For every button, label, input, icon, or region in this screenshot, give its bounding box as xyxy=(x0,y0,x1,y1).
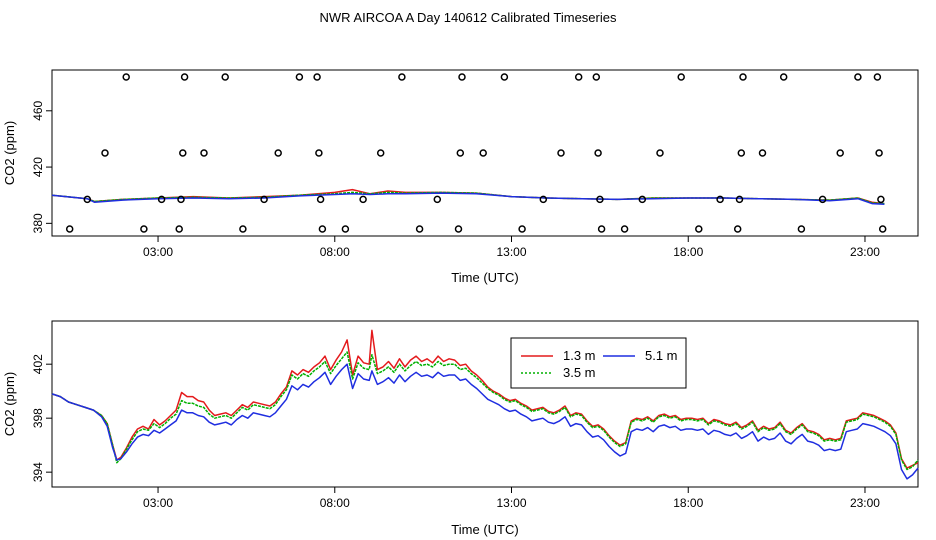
data-point xyxy=(458,73,466,81)
data-point xyxy=(157,195,166,204)
data-point xyxy=(592,73,601,81)
x-tick-label: 23:00 xyxy=(850,496,880,510)
data-point xyxy=(557,149,565,157)
data-point xyxy=(677,73,685,81)
data-point xyxy=(875,149,883,157)
legend-box xyxy=(510,337,687,389)
bottom-plot-frame xyxy=(51,320,919,488)
data-point xyxy=(539,195,548,204)
data-point xyxy=(873,73,882,81)
y-tick-label: 420 xyxy=(31,157,45,177)
data-point xyxy=(878,225,887,233)
data-point xyxy=(260,195,268,204)
y-tick-label: 380 xyxy=(31,213,45,233)
data-point xyxy=(737,149,746,157)
data-point xyxy=(179,149,187,157)
series-line-5-1-m xyxy=(51,192,885,206)
data-point xyxy=(316,195,325,204)
data-point xyxy=(877,195,885,204)
data-point xyxy=(101,149,109,157)
data-point xyxy=(177,195,185,204)
data-point xyxy=(479,149,487,157)
data-point xyxy=(733,225,742,233)
y-tick-label: 460 xyxy=(31,100,45,120)
data-point xyxy=(500,73,509,81)
data-point xyxy=(274,149,282,157)
x-tick-label: 03:00 xyxy=(143,496,173,510)
x-tick-label: 08:00 xyxy=(320,496,350,510)
data-point xyxy=(836,149,844,157)
data-point xyxy=(454,225,463,233)
x-tick-label: 08:00 xyxy=(320,245,350,259)
data-point xyxy=(594,149,602,157)
legend-label-5-1m: 5.1 m xyxy=(645,348,678,363)
data-point xyxy=(574,73,583,81)
series-line-5-1-m xyxy=(51,363,919,480)
data-point xyxy=(716,195,724,204)
data-point xyxy=(65,225,74,233)
data-point xyxy=(122,73,130,81)
data-point xyxy=(295,73,304,81)
data-point xyxy=(854,73,862,81)
x-tick-label: 13:00 xyxy=(496,496,526,510)
x-tick-label: 03:00 xyxy=(143,245,173,259)
data-point xyxy=(398,73,406,81)
data-point xyxy=(638,195,647,204)
x-tick-label: 23:00 xyxy=(850,245,880,259)
legend-label-1-3m: 1.3 m xyxy=(563,348,596,363)
bottom-panel: 03:00 08:00 13:00 18:00 23:00 394 398 402 Time… xyxy=(2,320,919,537)
data-point xyxy=(341,225,350,233)
data-point xyxy=(596,195,604,204)
data-point xyxy=(175,225,183,233)
data-point xyxy=(735,195,744,204)
data-point xyxy=(180,73,189,81)
data-point xyxy=(415,225,424,233)
data-point xyxy=(376,149,385,157)
top-plot-frame xyxy=(51,69,919,237)
data-point xyxy=(818,195,827,204)
data-point xyxy=(656,149,664,157)
data-point xyxy=(313,73,321,81)
data-point xyxy=(433,195,442,204)
data-point xyxy=(695,225,703,233)
legend-label-3-5m: 3.5 m xyxy=(563,365,596,380)
chart-title: NWR AIRCOA A Day 140612 Calibrated Times… xyxy=(320,10,617,25)
y-tick-label: 398 xyxy=(31,408,45,428)
x-tick-label: 18:00 xyxy=(673,245,703,259)
data-point xyxy=(620,225,629,233)
legend: 1.3 m 5.1 m 3.5 m xyxy=(510,337,687,389)
x-tick-label: 13:00 xyxy=(496,245,526,259)
data-point xyxy=(456,149,465,157)
bottom-y-axis-label: CO2 (ppm) xyxy=(2,372,17,436)
series-line-1-3-m xyxy=(51,188,885,205)
x-tick-label: 18:00 xyxy=(673,496,703,510)
data-point xyxy=(779,73,788,81)
data-point xyxy=(797,225,806,233)
data-point xyxy=(221,73,229,81)
top-x-axis-label: Time (UTC) xyxy=(451,270,518,285)
data-point xyxy=(758,149,767,157)
data-point xyxy=(318,225,327,233)
top-panel: 03:00 08:00 13:00 18:00 23:00 380 420 460 Time… xyxy=(2,69,919,285)
y-tick-label: 394 xyxy=(31,462,45,482)
bottom-x-axis-label: Time (UTC) xyxy=(451,522,518,537)
series-line-1-3-m xyxy=(51,329,919,469)
top-y-axis-label: CO2 (ppm) xyxy=(2,121,17,185)
data-point xyxy=(239,225,247,233)
data-point xyxy=(518,225,526,233)
data-point xyxy=(83,195,92,204)
data-point xyxy=(359,195,367,204)
series-line-3-5-m xyxy=(51,351,919,471)
data-point xyxy=(200,149,208,157)
data-point xyxy=(315,149,323,157)
y-tick-label: 402 xyxy=(31,354,45,374)
data-point xyxy=(597,225,606,233)
data-point xyxy=(739,73,747,81)
data-point xyxy=(140,225,148,233)
